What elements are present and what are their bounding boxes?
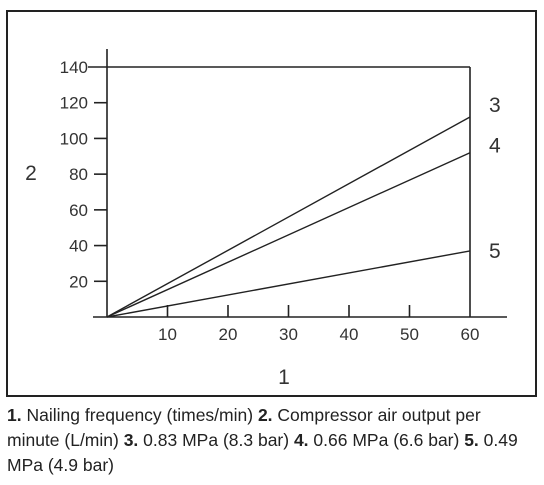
x-tick-label: 30 (279, 325, 298, 344)
series-label-5: 5 (489, 240, 501, 263)
figure-caption: 1. Nailing frequency (times/min) 2. Comp… (7, 403, 537, 478)
y-tick-label: 20 (69, 272, 88, 291)
caption-text-4: 0.66 MPa (6.6 bar) (308, 430, 465, 450)
caption-text-2: Compressor air output per minute (L/min) (7, 405, 481, 450)
series-layer: 3 4 5 (106, 94, 501, 318)
caption-num-1: 1. (7, 405, 22, 425)
axes: 20 40 60 80 100 120 140 10 20 30 40 50 60 1 2 (25, 49, 507, 389)
caption-text-3: 0.83 MPa (8.3 bar) (138, 430, 294, 450)
y-tick-label: 60 (69, 201, 88, 220)
caption-num-2: 2. (257, 405, 273, 425)
x-tick-label: 10 (158, 325, 177, 344)
y-axis-label: 2 (25, 162, 37, 185)
x-axis-label: 1 (278, 366, 290, 389)
series-label-3: 3 (489, 94, 501, 117)
series-line-3 (106, 116, 471, 318)
caption-num-4: 4. (293, 430, 309, 450)
caption-num-3: 3. (123, 430, 139, 450)
chart-svg: 20 40 60 80 100 120 140 10 20 30 40 50 60 1 2 3 4 5 (25, 49, 507, 389)
y-tick-label: 140 (60, 58, 88, 77)
series-label-4: 4 (489, 135, 501, 158)
y-tick-label: 80 (69, 165, 88, 184)
series-line-5 (106, 250, 471, 318)
x-tick-label: 40 (340, 325, 359, 344)
x-tick-label: 60 (461, 325, 480, 344)
x-tick-label: 20 (219, 325, 238, 344)
y-tick-label: 40 (69, 237, 88, 256)
figure-frame: 20 40 60 80 100 120 140 10 20 30 40 50 60 1 2 3 4 5 (6, 10, 537, 397)
caption-text-5: 0.49 MPa (4.9 bar) (7, 430, 518, 475)
y-tick-label: 100 (60, 129, 88, 148)
y-tick-label: 120 (60, 94, 88, 113)
x-tick-label: 50 (400, 325, 419, 344)
caption-num-5: 5. (464, 430, 479, 450)
caption-text-1: Nailing frequency (times/min) (21, 405, 258, 425)
series-line-4 (106, 152, 471, 318)
